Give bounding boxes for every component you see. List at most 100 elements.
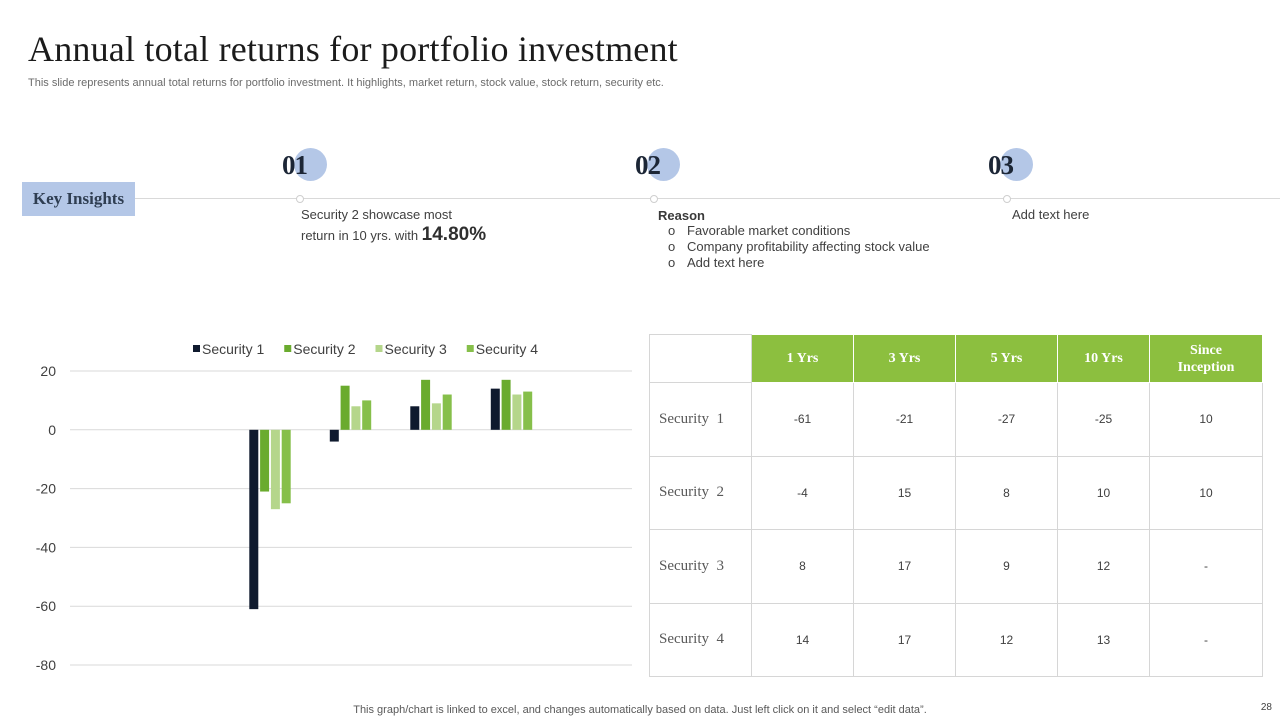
- legend-label: Security 3: [385, 341, 447, 357]
- table-cell: 8: [751, 529, 854, 604]
- bar: [329, 429, 339, 442]
- insight-highlight-value: 14.80%: [421, 224, 487, 245]
- y-tick-label: 0: [48, 422, 56, 438]
- legend-label: Security 2: [293, 341, 355, 357]
- table-header-cell: 5 Yrs: [955, 334, 1058, 383]
- reason-item-text: Company profitability affecting stock va…: [687, 239, 930, 254]
- bar: [260, 429, 270, 492]
- reason-item: o Add text here: [668, 255, 930, 271]
- step-circle: [647, 148, 680, 181]
- table-cell: 10: [1149, 455, 1263, 530]
- table-row-label: Security 2: [649, 455, 752, 530]
- y-tick-label: -60: [36, 598, 56, 614]
- table-row: Security 1 -61 -21 -27 -25 10: [649, 382, 1263, 457]
- table-cell: -25: [1057, 382, 1150, 457]
- returns-table: 1 Yrs 3 Yrs 5 Yrs 10 Yrs Since Inception…: [649, 334, 1263, 677]
- legend-swatch: [375, 345, 383, 352]
- legend-swatch: [193, 345, 200, 352]
- table-row-label: Security 4: [649, 602, 752, 677]
- reason-title: Reason: [658, 208, 705, 223]
- bar: [340, 385, 350, 430]
- step-03-marker: 03: [988, 146, 1038, 186]
- insight-1-line1: Security 2 showcase most: [301, 207, 453, 222]
- insight-1-line2: return in 10 yrs. with 14.80%: [301, 225, 486, 246]
- step-circle: [294, 148, 327, 181]
- timeline-dot: [650, 195, 658, 203]
- returns-chart[interactable]: 20 0 -20 -40 -60 -80 Security 1 Security 2 Secur…: [0, 330, 650, 690]
- table-cell: 17: [853, 602, 956, 677]
- bar: [351, 406, 361, 430]
- table-header-cell: 1 Yrs: [751, 334, 854, 383]
- table-row-label: Security 1: [649, 382, 752, 457]
- timeline-line: [135, 198, 1280, 199]
- insight-3-text: Add text here: [1012, 207, 1090, 222]
- bullet-circle-icon: o: [668, 223, 676, 238]
- bar: [249, 429, 259, 610]
- step-number: 01: [282, 150, 308, 180]
- y-tick-label: -20: [36, 481, 56, 497]
- step-02-marker: 02: [635, 146, 685, 186]
- legend-label: Security 4: [476, 341, 538, 357]
- table-cell: -27: [955, 382, 1058, 457]
- y-tick-label: -40: [36, 539, 56, 555]
- timeline-dot: [1003, 195, 1011, 203]
- legend-swatch: [466, 345, 474, 352]
- insight-1-text: Security 2 showcase most return in 10 yr…: [301, 205, 486, 246]
- y-tick-label: 20: [40, 363, 56, 379]
- table-cell: 8: [955, 455, 1058, 530]
- table-cell: -21: [853, 382, 956, 457]
- step-number: 03: [988, 150, 1014, 180]
- bar: [410, 406, 420, 430]
- y-tick-label: -80: [36, 657, 56, 673]
- reason-item-text: Favorable market conditions: [687, 223, 851, 238]
- table-cell: 10: [1057, 455, 1150, 530]
- step-number: 02: [635, 150, 661, 180]
- bar: [421, 379, 431, 430]
- insight-1-line2-text: return in 10 yrs. with: [301, 228, 422, 243]
- table-header-cell: 10 Yrs: [1057, 334, 1150, 383]
- step-01-marker: 01: [282, 146, 332, 186]
- table-cell: 13: [1057, 602, 1150, 677]
- footer-note: This graph/chart is linked to excel, and…: [353, 704, 927, 716]
- reason-item: o Favorable market conditions: [668, 223, 930, 239]
- timeline-dot: [296, 195, 304, 203]
- step-circle: [1000, 148, 1033, 181]
- table-row: Security 2 -4 15 8 10 10: [649, 455, 1263, 530]
- table-cell: -: [1149, 529, 1263, 604]
- table-cell: 10: [1149, 382, 1263, 457]
- page-number: 28: [1260, 702, 1272, 713]
- table-cell: -: [1149, 602, 1263, 677]
- table-row: Security 3 8 17 9 12 -: [649, 529, 1263, 604]
- reason-item-text: Add text here: [687, 255, 765, 270]
- table-header-cell: 3 Yrs: [853, 334, 956, 383]
- table-cell: 12: [1057, 529, 1150, 604]
- legend-swatch: [284, 345, 292, 352]
- bar: [431, 403, 441, 430]
- table-cell: 9: [955, 529, 1058, 604]
- legend-label: Security 1: [202, 341, 264, 357]
- bar: [270, 429, 280, 510]
- slide-title: Annual total returns for portfolio inves…: [28, 29, 678, 69]
- bar: [512, 394, 522, 430]
- table-row-label: Security 3: [649, 529, 752, 604]
- bullet-circle-icon: o: [668, 239, 676, 254]
- bar: [490, 388, 500, 430]
- reason-list: o Favorable market conditions o Company pr…: [668, 223, 930, 271]
- slide-subtitle: This slide represents annual total retur…: [28, 77, 664, 89]
- table-cell: 15: [853, 455, 956, 530]
- bar: [281, 429, 291, 504]
- table-header-cell: Since Inception: [1149, 334, 1263, 383]
- reason-item: o Company profitability affecting stock v…: [668, 239, 930, 255]
- bar: [501, 379, 511, 430]
- table-cell: -4: [751, 455, 854, 530]
- bar: [362, 400, 372, 430]
- table-cell: 14: [751, 602, 854, 677]
- bullet-circle-icon: o: [668, 255, 676, 270]
- table-header-row: 1 Yrs 3 Yrs 5 Yrs 10 Yrs Since Inception: [649, 334, 1263, 383]
- bar: [523, 391, 533, 430]
- bar: [442, 394, 452, 430]
- table-corner-cell: [649, 334, 752, 383]
- key-insights-label: Key Insights: [22, 182, 135, 216]
- table-cell: 12: [955, 602, 1058, 677]
- table-cell: 17: [853, 529, 956, 604]
